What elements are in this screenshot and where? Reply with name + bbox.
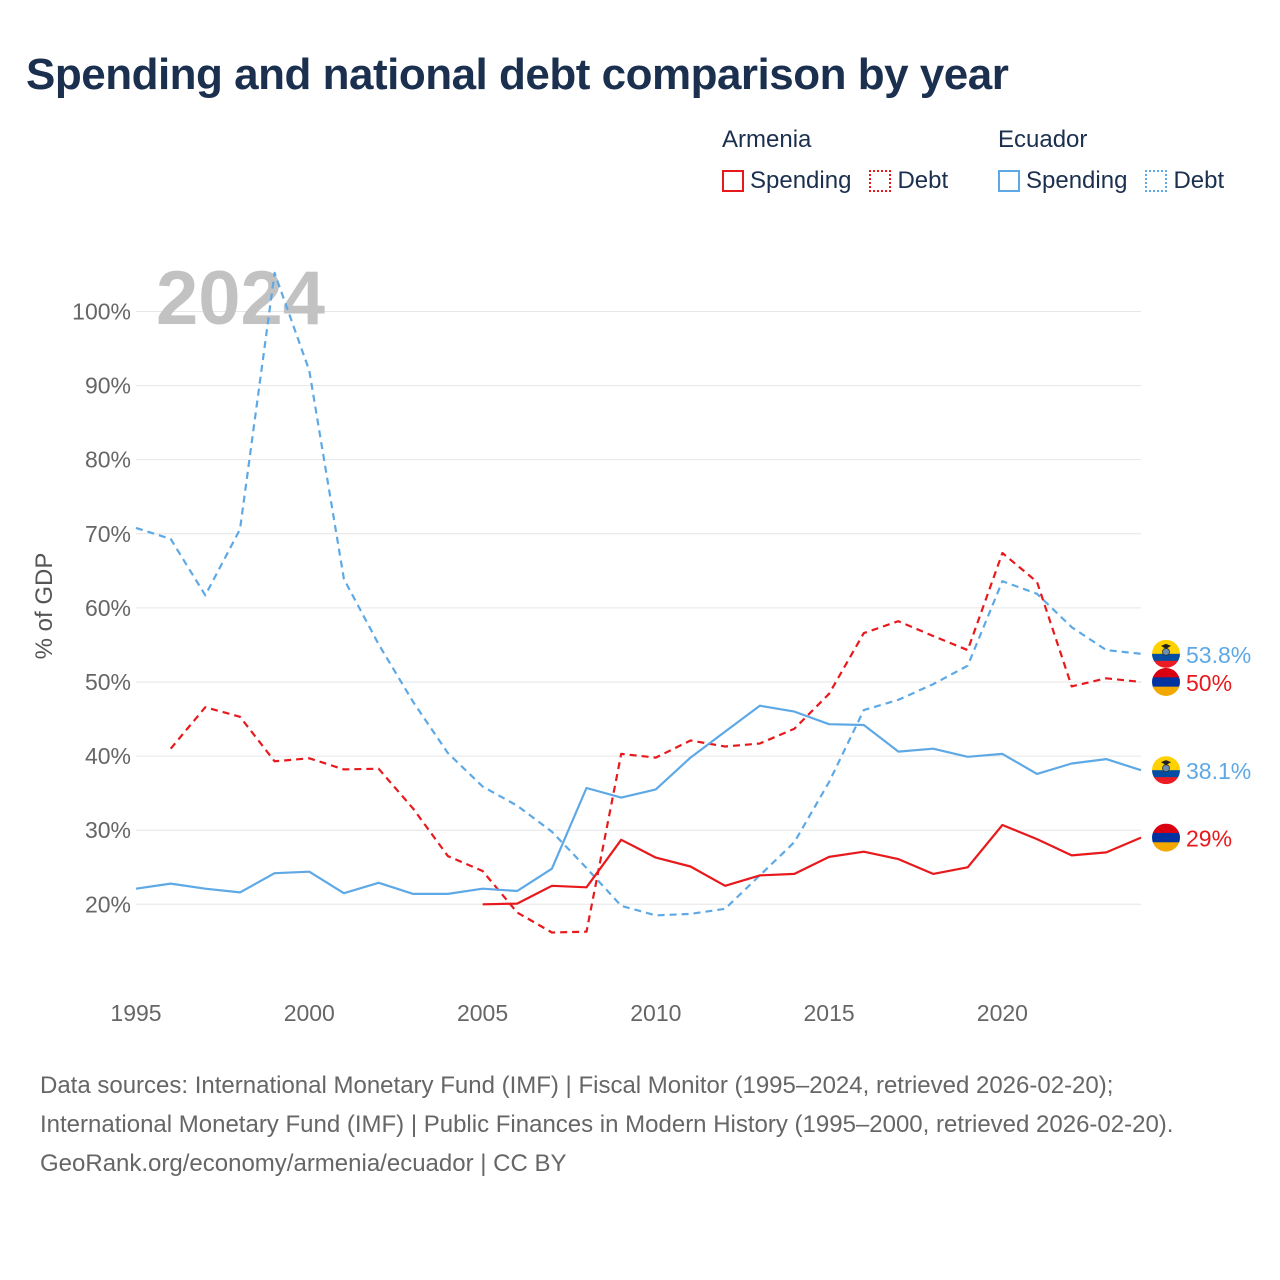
y-tick-label: 100%: [72, 298, 131, 324]
legend-ecuador-title: Ecuador: [998, 126, 1088, 153]
year-watermark: 2024: [156, 256, 325, 341]
x-tick-label: 2000: [284, 1000, 335, 1026]
legend-ecuador-debt[interactable]: Debt: [1145, 167, 1224, 195]
y-tick-label: 80%: [85, 447, 131, 473]
legend-dotted-swatch: [869, 170, 892, 192]
grid: [136, 310, 1141, 905]
flag-stripe: [1152, 842, 1180, 852]
armenia-spending-line: [482, 823, 1142, 906]
flag-stripes: [1152, 823, 1180, 852]
y-axis-label: % of GDP: [31, 553, 58, 660]
legend-ecuador-debt-label: Debt: [1173, 167, 1225, 194]
series-lines: [135, 271, 1142, 934]
flag-stripe: [1152, 832, 1180, 843]
flag-stripe: [1152, 667, 1180, 678]
x-tick-label: 2010: [630, 1000, 681, 1026]
flag-stripes: [1152, 667, 1180, 696]
x-tick-label: 2020: [977, 1000, 1028, 1026]
flag-stripe: [1152, 777, 1180, 785]
legend-ecuador-spending-label: Spending: [1026, 167, 1128, 194]
legend-dotted-swatch: [1145, 170, 1168, 192]
x-tick-label: 2005: [457, 1000, 508, 1026]
y-tick-label: 90%: [85, 373, 131, 399]
y-tick-label: 60%: [85, 595, 131, 621]
x-tick-label: 2015: [804, 1000, 855, 1026]
y-tick-label: 20%: [85, 891, 131, 917]
flag-stripe: [1152, 770, 1180, 778]
armenia-flag-icon: [1152, 823, 1180, 852]
flag-stripe: [1152, 653, 1180, 662]
legend-solid-swatch: [722, 170, 744, 192]
legend-armenia: Armenia Spending Debt: [722, 125, 966, 195]
armenia-flag-icon: [1152, 667, 1180, 696]
armenia-debt-end-label: 50%: [1186, 670, 1232, 696]
legend-ecuador: Ecuador Spending Debt: [998, 125, 1242, 195]
chart-title: Spending and national debt comparison by…: [26, 50, 1009, 99]
data-sources: Data sources: International Monetary Fun…: [40, 1072, 1174, 1138]
y-tick-label: 40%: [85, 743, 131, 769]
legend-armenia-title: Armenia: [722, 126, 812, 153]
end-labels: 53.8%50% 38.1% 29%: [1152, 639, 1251, 852]
x-axis: 1995 2000 2005 2010 2015 2020: [110, 1000, 1028, 1026]
flag-condor: [1161, 643, 1171, 649]
legend-ecuador-spending[interactable]: Spending: [998, 167, 1127, 195]
armenia-spending-end-label: 29%: [1186, 826, 1232, 852]
x-tick-label: 1995: [110, 1000, 161, 1026]
ecuador-spending-line: [135, 704, 1142, 895]
y-tick-label: 30%: [85, 817, 131, 843]
flag-condor: [1161, 760, 1171, 766]
flag-stripe: [1152, 677, 1180, 687]
legend-armenia-debt-label: Debt: [897, 167, 949, 194]
flag-emblem: [1162, 647, 1170, 656]
ecuador-debt-end-label: 53.8%: [1186, 642, 1251, 668]
chart-plot: 2024 20% 30% 40% 50% 60% 70% 80% 90% 100% 1995 20…: [31, 256, 1251, 1026]
ecuador-flag-icon: [1152, 756, 1180, 785]
legend-armenia-spending-label: Spending: [750, 167, 852, 194]
y-axis: 20% 30% 40% 50% 60% 70% 80% 90% 100%: [72, 298, 131, 917]
ecuador-spending-end-label: 38.1%: [1186, 758, 1251, 784]
footer: Data sources: International Monetary Fun…: [40, 1066, 1240, 1183]
flag-stripe: [1152, 823, 1180, 834]
legend-armenia-debt[interactable]: Debt: [869, 167, 948, 195]
y-tick-label: 50%: [85, 669, 131, 695]
legend-armenia-spending[interactable]: Spending: [722, 167, 851, 195]
ecuador-flag-icon: [1152, 639, 1180, 668]
flag-stripe: [1152, 660, 1180, 668]
credit-link[interactable]: GeoRank.org/economy/armenia/ecuador | CC…: [40, 1150, 567, 1177]
flag-stripe: [1152, 686, 1180, 696]
legend-solid-swatch: [998, 170, 1020, 192]
armenia-debt-line: [169, 551, 1142, 934]
ecuador-debt-line: [135, 271, 1142, 917]
y-tick-label: 70%: [85, 521, 131, 547]
flag-emblem: [1162, 764, 1170, 773]
